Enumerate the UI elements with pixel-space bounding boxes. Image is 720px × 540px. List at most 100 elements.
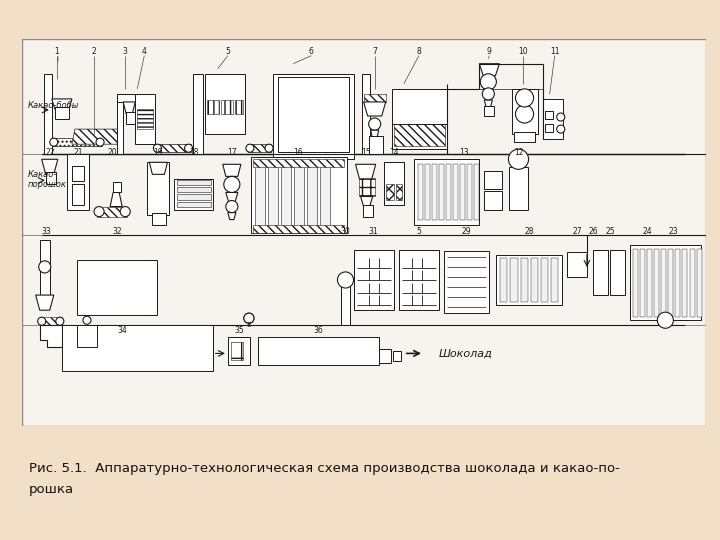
Bar [231, 342, 243, 361]
Circle shape [557, 113, 564, 121]
Text: 24: 24 [642, 227, 652, 236]
Circle shape [265, 144, 273, 152]
Bar [521, 258, 528, 302]
Circle shape [508, 149, 528, 170]
Bar [543, 99, 563, 139]
Polygon shape [226, 192, 238, 202]
Polygon shape [361, 197, 373, 206]
Bar [485, 192, 503, 210]
Circle shape [55, 317, 64, 325]
Text: 10: 10 [518, 47, 527, 56]
Bar [432, 164, 437, 220]
Bar [485, 106, 495, 116]
Polygon shape [248, 144, 271, 152]
Bar [647, 249, 652, 317]
Text: 22: 22 [45, 148, 55, 157]
Bar [278, 77, 348, 152]
Text: 5: 5 [416, 227, 421, 236]
Bar [67, 154, 89, 210]
Text: 1: 1 [55, 47, 59, 56]
Polygon shape [222, 164, 241, 177]
Bar [439, 164, 444, 220]
Bar [544, 111, 553, 119]
Circle shape [83, 316, 91, 324]
Bar [467, 164, 472, 220]
Circle shape [480, 74, 496, 90]
Bar [496, 255, 562, 305]
Bar [363, 205, 373, 217]
Polygon shape [156, 144, 191, 152]
Bar [46, 172, 56, 185]
Circle shape [120, 206, 130, 217]
Bar [174, 179, 212, 210]
Text: 20: 20 [107, 148, 117, 157]
Bar [77, 260, 158, 315]
Bar [393, 352, 401, 361]
Text: 28: 28 [525, 227, 534, 236]
Bar [77, 325, 97, 347]
Text: 14: 14 [389, 148, 399, 157]
Circle shape [94, 206, 104, 217]
Bar [662, 249, 667, 317]
Bar [515, 132, 534, 142]
Bar [444, 251, 490, 313]
Circle shape [224, 177, 240, 192]
Bar [474, 164, 480, 220]
Text: 6: 6 [309, 47, 314, 56]
Bar [52, 138, 102, 146]
Bar [379, 349, 391, 363]
Text: 32: 32 [112, 227, 122, 236]
Polygon shape [123, 102, 135, 114]
Bar [675, 249, 680, 317]
Bar [253, 159, 344, 167]
Bar [281, 163, 291, 228]
Text: 23: 23 [669, 227, 678, 236]
Bar [510, 167, 528, 210]
Circle shape [226, 200, 238, 213]
Bar [369, 136, 383, 154]
Bar [235, 100, 243, 114]
Text: 9: 9 [487, 47, 492, 56]
Polygon shape [40, 325, 62, 347]
Bar [551, 258, 558, 302]
Polygon shape [52, 99, 72, 109]
Polygon shape [72, 129, 120, 144]
Bar [633, 249, 638, 317]
Polygon shape [364, 102, 386, 116]
Bar [425, 164, 430, 220]
Bar [668, 249, 673, 317]
Bar [253, 225, 344, 233]
Bar [460, 164, 465, 220]
Text: 18: 18 [189, 148, 198, 157]
Bar [176, 180, 211, 185]
Bar [153, 213, 166, 225]
Bar [654, 249, 660, 317]
Bar [593, 250, 608, 295]
Circle shape [244, 313, 254, 323]
Text: 12: 12 [514, 148, 523, 157]
Bar [138, 109, 153, 129]
Bar [640, 249, 645, 317]
Text: Какао-
порошок: Какао- порошок [27, 170, 66, 189]
Bar [396, 185, 402, 199]
Bar [176, 194, 211, 199]
Circle shape [153, 144, 161, 152]
Bar [610, 250, 625, 295]
Bar [135, 94, 156, 144]
Circle shape [657, 312, 673, 328]
Text: 13: 13 [459, 148, 469, 157]
Bar [204, 74, 245, 134]
Bar [414, 159, 480, 225]
Bar [55, 107, 69, 119]
Circle shape [482, 88, 495, 100]
Text: 30: 30 [341, 227, 351, 236]
Circle shape [516, 89, 534, 107]
Bar [485, 171, 503, 190]
Bar [117, 94, 123, 154]
Bar [630, 245, 701, 320]
Bar [117, 94, 135, 102]
Text: Шоколад: Шоколад [439, 348, 493, 359]
Bar [44, 74, 52, 154]
Bar [176, 187, 211, 192]
Bar [126, 112, 135, 124]
